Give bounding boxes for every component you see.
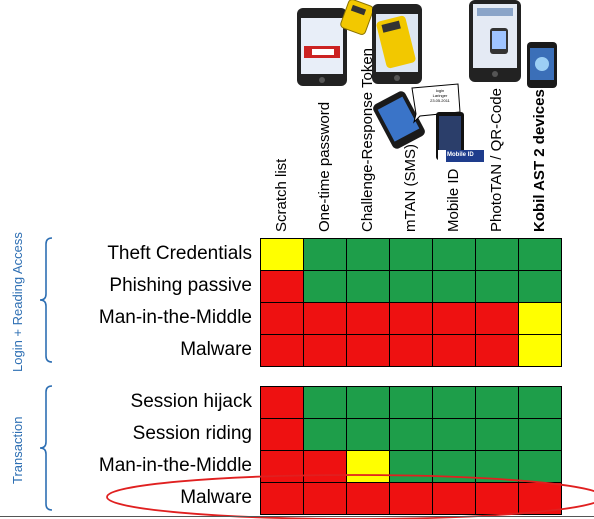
transaction-bracket xyxy=(39,385,53,511)
matrix-cell-yellow xyxy=(260,238,304,271)
row-label: Malware xyxy=(180,487,252,508)
matrix-cell-green xyxy=(389,386,433,419)
matrix-cell-red xyxy=(260,334,304,367)
row-label: Man-in-the-Middle xyxy=(98,455,252,476)
matrix-cell-red xyxy=(432,482,476,515)
token-device-icon xyxy=(340,0,374,35)
matrix-cell-red xyxy=(389,302,433,335)
matrix-cell-green xyxy=(518,418,562,451)
matrix-cell-yellow xyxy=(518,334,562,367)
kobil-device-icon xyxy=(527,42,557,88)
smartphone-token-icon xyxy=(372,4,422,84)
mobile-id-badge: Mobile ID xyxy=(447,152,474,158)
matrix-cell-red xyxy=(475,334,519,367)
phototan-phone-icon xyxy=(469,0,521,82)
matrix-cell-green xyxy=(346,270,390,303)
matrix-cell-red xyxy=(303,302,347,335)
matrix-cell-red xyxy=(475,482,519,515)
row-label: Phishing passive xyxy=(109,275,252,296)
matrix-cell-green xyxy=(475,418,519,451)
matrix-cell-green xyxy=(475,386,519,419)
matrix-cell-green xyxy=(475,270,519,303)
mobile-id-phone-icon xyxy=(436,112,484,162)
row-label: Man-in-the-Middle xyxy=(98,307,252,328)
matrix-cell-yellow xyxy=(346,450,390,483)
matrix-cell-red xyxy=(346,302,390,335)
sms-bubble-text: login Laringer 23.05.2011 xyxy=(430,88,450,103)
malware-highlight-ellipse xyxy=(106,474,594,519)
matrix-cell-red xyxy=(260,482,304,515)
matrix-cell-green xyxy=(389,418,433,451)
matrix-cell-green xyxy=(518,450,562,483)
smartphone-otp-icon xyxy=(297,8,347,86)
row-label: Theft Credentials xyxy=(107,243,252,264)
row-label: Malware xyxy=(180,339,252,360)
matrix-cell-red xyxy=(389,334,433,367)
row-label: Session riding xyxy=(132,423,252,444)
matrix-cell-red xyxy=(303,334,347,367)
bottom-rule xyxy=(0,516,594,517)
row-label: Session hijack xyxy=(130,391,252,412)
login-bracket xyxy=(39,237,53,363)
matrix-cell-red xyxy=(346,482,390,515)
